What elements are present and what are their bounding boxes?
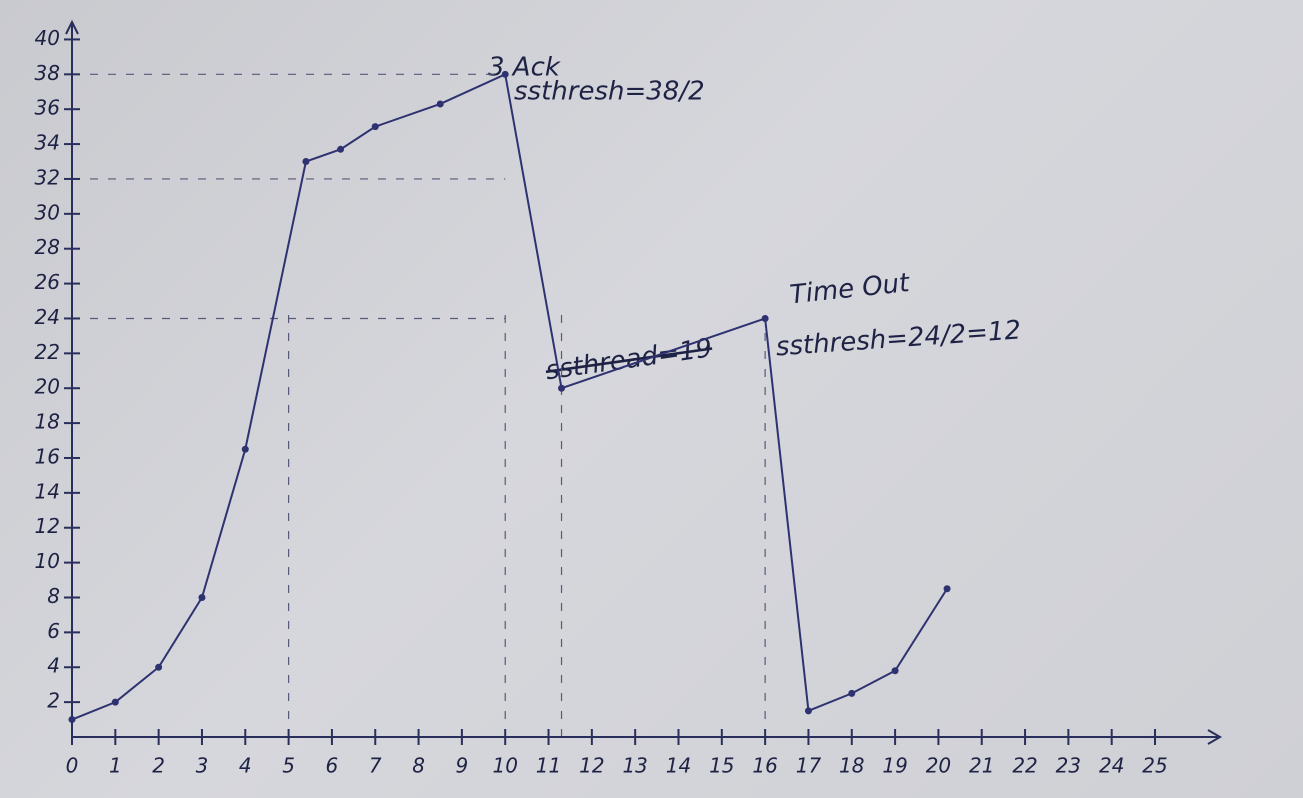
data-point — [892, 667, 899, 674]
data-point — [155, 664, 162, 671]
x-tick-label: 25 — [1142, 754, 1167, 778]
y-tick-label: 36 — [35, 96, 60, 120]
x-tick-label: 22 — [1012, 754, 1037, 778]
data-point — [437, 100, 444, 107]
y-tick-label: 26 — [35, 270, 60, 294]
x-tick-label: 4 — [239, 754, 252, 778]
y-tick-label: 38 — [35, 61, 60, 85]
data-point — [558, 385, 565, 392]
x-tick-label: 8 — [412, 754, 425, 778]
x-axis — [72, 730, 1220, 744]
annotation: ssthread=19 — [544, 333, 714, 386]
x-tick-label: 15 — [709, 754, 734, 778]
data-point — [69, 716, 76, 723]
data-line — [72, 74, 947, 719]
x-tick-label: 3 — [196, 754, 209, 778]
data-point — [198, 594, 205, 601]
data-point — [502, 71, 509, 78]
y-tick-label: 28 — [35, 235, 60, 259]
data-point — [762, 315, 769, 322]
y-tick-label: 14 — [35, 479, 60, 503]
annotation: ssthresh=24/2=12 — [775, 315, 1022, 362]
y-tick-label: 30 — [35, 200, 60, 224]
x-tick-label: 23 — [1056, 754, 1081, 778]
x-tick-label: 7 — [369, 754, 382, 778]
y-tick-label: 20 — [35, 375, 60, 399]
x-tick-label: 0 — [66, 754, 79, 778]
chart: 3 Ack ssthresh=38/2 ssthread=19 Time Out… — [0, 0, 1303, 798]
y-tick-label: 4 — [47, 654, 60, 678]
x-tick-label: 13 — [622, 754, 647, 778]
data-point — [302, 158, 309, 165]
y-tick-label: 32 — [35, 165, 60, 189]
data-point — [372, 123, 379, 130]
x-tick-label: 6 — [326, 754, 339, 778]
x-tick-label: 18 — [839, 754, 864, 778]
x-tick-label: 19 — [882, 754, 907, 778]
x-tick-label: 21 — [969, 754, 994, 778]
data-point — [848, 690, 855, 697]
data-point — [944, 585, 951, 592]
y-axis — [66, 22, 78, 737]
y-tick-label: 40 — [35, 26, 60, 50]
x-tick-label: 5 — [282, 754, 295, 778]
y-tick-label: 10 — [35, 549, 60, 573]
data-point — [805, 707, 812, 714]
y-tick-label: 12 — [35, 514, 60, 538]
x-tick-label: 17 — [796, 754, 822, 778]
x-tick-label: 11 — [536, 754, 561, 778]
x-tick-label: 14 — [666, 754, 691, 778]
y-tick-label: 6 — [47, 619, 60, 643]
x-tick-label: 12 — [579, 754, 604, 778]
y-tick-label: 18 — [35, 410, 60, 434]
data-point — [242, 446, 249, 453]
y-tick-label: 8 — [47, 584, 60, 608]
y-tick-label: 2 — [47, 689, 60, 713]
x-tick-label: 2 — [152, 754, 165, 778]
x-tick-label: 16 — [752, 754, 777, 778]
y-tick-label: 34 — [35, 131, 60, 155]
data-point — [112, 699, 119, 706]
y-tick-label: 22 — [35, 340, 60, 364]
x-tick-label: 24 — [1099, 754, 1124, 778]
y-tick-label: 24 — [35, 305, 60, 329]
annotation: ssthresh=38/2 — [514, 77, 705, 107]
x-tick-label: 20 — [926, 754, 951, 778]
x-tick-label: 9 — [456, 754, 469, 778]
x-tick-label: 10 — [492, 754, 517, 778]
data-point — [337, 146, 344, 153]
y-tick-label: 16 — [35, 444, 60, 468]
annotation: Time Out — [788, 268, 911, 310]
x-tick-label: 1 — [109, 754, 122, 778]
